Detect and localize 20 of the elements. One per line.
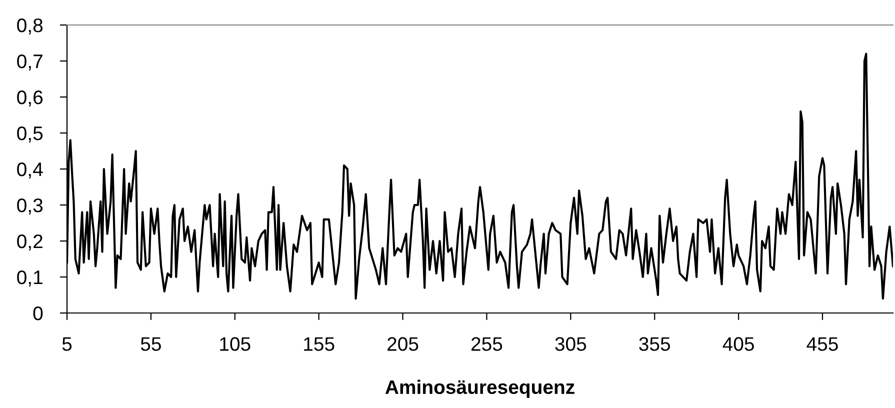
x-tick-label: 405 [722,337,754,351]
x-tick-label: 55 [140,337,161,351]
x-tick-label: 205 [388,337,418,351]
x-tick-label: 5 [62,337,72,351]
x-tick-label: 355 [639,337,670,351]
y-tick-label: 0,6 [17,90,43,107]
y-tick-label: 0,8 [17,18,43,35]
x-tick-label: 455 [806,337,838,351]
y-tick-label: 0,7 [17,54,42,71]
x-tick-label: 155 [304,337,334,351]
y-tick-label: 0,4 [17,162,43,179]
y-tick-label: 0,1 [17,270,42,287]
y-tick-label: 0,2 [17,234,42,251]
x-axis-title: Aminosäuresequenz [385,380,574,398]
x-tick-label: 105 [220,337,250,351]
y-tick-label: 0 [33,306,43,320]
x-tick-label: 305 [555,337,586,351]
x-tick-label: 255 [471,337,502,351]
y-tick-label: 0,3 [17,198,43,215]
y-tick-label: 0,5 [17,126,43,143]
